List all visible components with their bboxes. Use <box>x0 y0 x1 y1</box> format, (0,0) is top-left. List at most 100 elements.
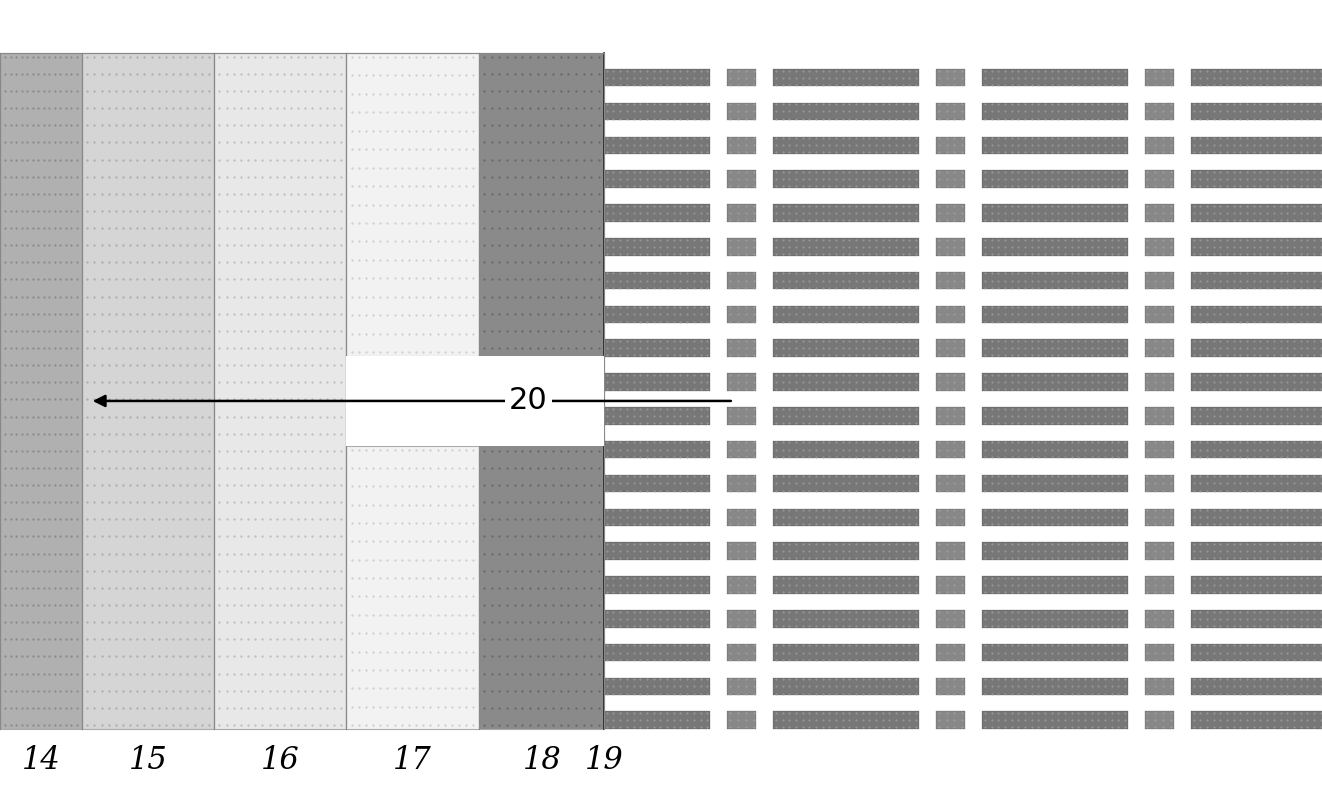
Bar <box>727 543 756 560</box>
Bar <box>773 576 919 594</box>
Bar <box>1145 272 1174 289</box>
Text: 15: 15 <box>128 745 168 776</box>
Bar <box>936 509 965 526</box>
Bar <box>604 711 710 729</box>
Bar <box>604 441 710 458</box>
Bar <box>604 69 710 87</box>
Bar <box>936 305 965 323</box>
Bar <box>1191 407 1322 424</box>
Bar <box>1191 441 1322 458</box>
Bar <box>1191 103 1322 120</box>
Bar <box>727 103 756 120</box>
Bar <box>936 238 965 256</box>
Bar <box>1191 576 1322 594</box>
Bar <box>727 475 756 492</box>
Bar <box>773 610 919 628</box>
Bar <box>773 238 919 256</box>
Bar <box>773 441 919 458</box>
Bar <box>604 509 710 526</box>
Bar <box>773 103 919 120</box>
Bar <box>727 204 756 222</box>
Text: 20: 20 <box>509 386 547 416</box>
Text: 19: 19 <box>584 745 624 776</box>
Bar <box>1145 103 1174 120</box>
Bar <box>1145 441 1174 458</box>
Bar <box>773 407 919 424</box>
Bar <box>727 339 756 357</box>
Bar <box>936 170 965 188</box>
Bar <box>773 711 919 729</box>
Bar <box>982 103 1128 120</box>
Bar <box>1145 509 1174 526</box>
Bar <box>936 69 965 87</box>
Bar <box>727 137 756 154</box>
Bar <box>727 373 756 390</box>
Text: 17: 17 <box>393 745 432 776</box>
Bar <box>0 53 82 729</box>
Bar <box>1145 475 1174 492</box>
Bar <box>604 272 710 289</box>
Bar <box>82 53 214 729</box>
Bar <box>727 644 756 661</box>
Bar <box>936 339 965 357</box>
Bar <box>346 356 604 446</box>
Bar <box>936 373 965 390</box>
Bar <box>604 170 710 188</box>
Bar <box>1145 204 1174 222</box>
Bar <box>773 475 919 492</box>
Bar <box>604 678 710 695</box>
Bar <box>1145 305 1174 323</box>
Bar <box>1191 644 1322 661</box>
Bar <box>982 711 1128 729</box>
Bar <box>604 238 710 256</box>
Bar <box>1191 543 1322 560</box>
Bar <box>773 373 919 390</box>
Bar <box>936 644 965 661</box>
Bar <box>936 204 965 222</box>
Bar <box>936 711 965 729</box>
Bar <box>773 204 919 222</box>
Bar <box>982 69 1128 87</box>
Bar <box>1145 137 1174 154</box>
Bar <box>936 103 965 120</box>
Bar <box>982 441 1128 458</box>
Bar <box>604 644 710 661</box>
Bar <box>727 272 756 289</box>
Bar <box>1191 69 1322 87</box>
Bar <box>604 103 710 120</box>
Bar <box>982 305 1128 323</box>
Bar <box>727 576 756 594</box>
Bar <box>1191 711 1322 729</box>
Bar <box>982 509 1128 526</box>
Bar <box>936 678 965 695</box>
Bar <box>604 610 710 628</box>
Bar <box>936 137 965 154</box>
Bar <box>773 678 919 695</box>
Bar <box>773 339 919 357</box>
Bar <box>982 170 1128 188</box>
Bar <box>1145 610 1174 628</box>
Bar <box>727 305 756 323</box>
Bar <box>727 170 756 188</box>
Bar <box>604 137 710 154</box>
Bar <box>936 475 965 492</box>
Bar <box>1145 238 1174 256</box>
Bar <box>1191 509 1322 526</box>
Bar <box>727 69 756 87</box>
Bar <box>936 407 965 424</box>
Text: 16: 16 <box>260 745 300 776</box>
Bar <box>936 441 965 458</box>
Bar <box>346 53 479 356</box>
Bar <box>479 53 604 729</box>
Bar <box>773 69 919 87</box>
Bar <box>982 644 1128 661</box>
Bar <box>1191 610 1322 628</box>
Bar <box>604 407 710 424</box>
Bar <box>936 272 965 289</box>
Bar <box>1191 204 1322 222</box>
Bar <box>1191 678 1322 695</box>
Bar <box>1191 373 1322 390</box>
Bar <box>773 170 919 188</box>
Bar <box>773 543 919 560</box>
Bar <box>1191 170 1322 188</box>
